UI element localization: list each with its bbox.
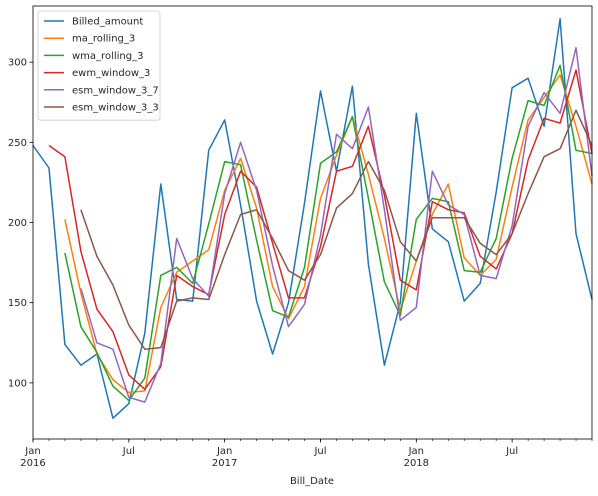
series-line-2 (64, 64, 593, 402)
series-line-4 (80, 46, 593, 403)
x-tick-label-3: Jul (313, 446, 326, 457)
y-tick-label-4: 300 (8, 58, 27, 69)
series-line-1 (64, 74, 593, 394)
x-tick-label-2: Jan (216, 446, 232, 457)
y-tick-label-0: 100 (8, 378, 27, 389)
legend-label-3: ewm_window_3 (72, 68, 150, 79)
legend-label-4: esm_window_3_7 (72, 85, 159, 96)
series-layer (32, 18, 593, 419)
series-line-0 (32, 18, 593, 419)
y-tick-label-3: 250 (8, 138, 27, 149)
legend-frame (37, 10, 161, 121)
legend-label-0: Billed_amount (72, 17, 143, 28)
x-tick-year-4: 2018 (404, 458, 429, 469)
series-line-3 (48, 69, 593, 391)
x-axis-title: Bill_Date (290, 476, 334, 487)
legend: Billed_amount ma_rolling_3 wma_rolling_3ew… (37, 10, 161, 121)
y-tick-label-1: 150 (8, 298, 27, 309)
legend-label-5: esm_window_3_3 (72, 103, 159, 114)
x-tick-year-2: 2017 (212, 458, 237, 469)
x-tick-label-1: Jul (122, 446, 135, 457)
x-tick-label-0: Jan (24, 446, 40, 457)
legend-label-2: wma_rolling_3 (72, 51, 143, 62)
x-tick-label-5: Jul (505, 446, 518, 457)
y-tick-label-2: 200 (8, 218, 27, 229)
series-line-5 (80, 109, 593, 350)
legend-label-1: ma_rolling_3 (72, 34, 135, 45)
x-tick-year-0: 2016 (20, 458, 45, 469)
x-tick-label-4: Jan (408, 446, 424, 457)
